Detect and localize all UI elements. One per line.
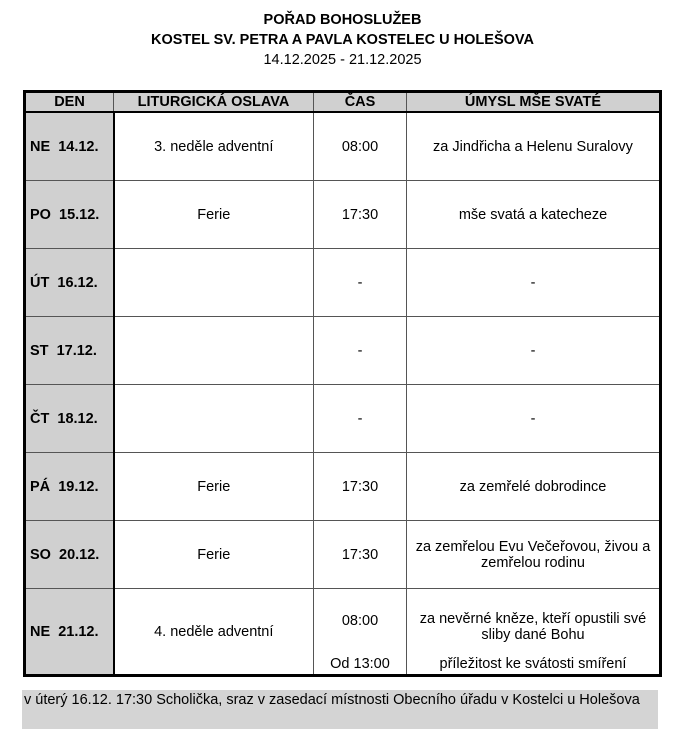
col-day: DEN	[24, 91, 114, 113]
day-cell: ČT 18.12.	[24, 384, 115, 453]
day-cell: ÚT 16.12.	[24, 248, 115, 317]
intention-cell: za Jindřicha a Helenu Suralovy	[406, 111, 661, 181]
time-cell: 08:00 Od 13:00	[313, 588, 407, 676]
time-cell-main: 08:00	[341, 613, 379, 629]
table-row: PÁ 19.12. Ferie 17:30 za zemřelé dobrodince	[24, 452, 661, 521]
intention-cell: mše svatá a katecheze	[406, 180, 661, 249]
feast-cell: 4. neděle adventní	[113, 588, 314, 676]
feast-cell: Ferie	[113, 452, 314, 521]
feast-cell: Ferie	[113, 520, 314, 589]
table-row: ST 17.12. - -	[24, 316, 661, 385]
col-intention: ÚMYSL MŠE SVATÉ	[406, 91, 661, 113]
intention-cell: za zemřelé dobrodince	[406, 452, 661, 521]
time-cell: 17:30	[313, 452, 407, 521]
feast-cell	[113, 316, 314, 385]
intention-cell: za zemřelou Evu Večeřovou, živou a zemře…	[406, 520, 661, 589]
time-cell: 17:30	[313, 520, 407, 589]
date-range: 14.12.2025 - 21.12.2025	[263, 52, 422, 68]
schedule-table: DEN LITURGICKÁ OSLAVA ČAS ÚMYSL MŠE SVAT…	[23, 90, 662, 677]
table-row: SO 20.12. Ferie 17:30 za zemřelou Evu Večeř…	[24, 520, 661, 589]
day-cell: ST 17.12.	[24, 316, 115, 385]
table-header: DEN LITURGICKÁ OSLAVA ČAS ÚMYSL MŠE SVAT…	[24, 91, 661, 113]
feast-cell: 3. neděle adventní	[113, 111, 314, 181]
intention-cell: -	[406, 248, 661, 317]
time-cell: 08:00	[313, 111, 407, 181]
time-cell: 17:30	[313, 180, 407, 249]
table-row: PO 15.12. Ferie 17:30 mše svatá a katecheze	[24, 180, 661, 249]
intention-cell: za nevěrné kněze, kteří opustili své sli…	[406, 588, 661, 676]
church-name: KOSTEL SV. PETRA A PAVLA KOSTELEC U HOLE…	[151, 32, 534, 48]
intention-cell-extra: příležitost ke svátosti smíření	[439, 656, 627, 672]
col-feast: LITURGICKÁ OSLAVA	[113, 91, 314, 113]
time-cell: -	[313, 384, 407, 453]
day-cell: SO 20.12.	[24, 520, 115, 589]
day-cell: PÁ 19.12.	[24, 452, 115, 521]
time-cell: -	[313, 248, 407, 317]
time-cell: -	[313, 316, 407, 385]
intention-cell-main: za nevěrné kněze, kteří opustili své sli…	[419, 611, 647, 643]
intention-cell: -	[406, 384, 661, 453]
intention-cell: -	[406, 316, 661, 385]
feast-cell	[113, 248, 314, 317]
col-time: ČAS	[313, 91, 407, 113]
time-cell-extra: Od 13:00	[330, 656, 390, 672]
day-cell: NE 14.12.	[24, 111, 115, 181]
table-row: NE 21.12. 4. neděle adventní 08:00 Od 13:00…	[24, 588, 661, 676]
table-row: NE 14.12. 3. neděle adventní 08:00 za Jindř…	[24, 111, 661, 181]
day-cell: NE 21.12.	[24, 588, 115, 676]
table-row: ČT 18.12. - -	[24, 384, 661, 453]
table-row: ÚT 16.12. - -	[24, 248, 661, 317]
doc-title: POŘAD BOHOSLUŽEB	[263, 12, 422, 28]
feast-cell: Ferie	[113, 180, 314, 249]
day-cell: PO 15.12.	[24, 180, 115, 249]
feast-cell	[113, 384, 314, 453]
note-box: v úterý 16.12. 17:30 Scholička, sraz v z…	[22, 690, 658, 729]
